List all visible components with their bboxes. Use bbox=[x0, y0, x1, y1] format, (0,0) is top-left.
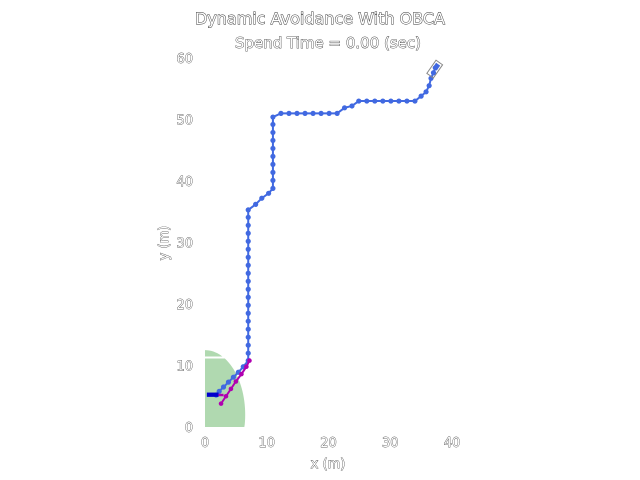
y-axis-ticks: 0 10 20 30 40 50 60 bbox=[176, 52, 193, 437]
path-point bbox=[423, 89, 429, 95]
y-tick-label: 50 bbox=[176, 114, 193, 129]
predicted-point bbox=[228, 386, 234, 392]
path-point bbox=[364, 98, 370, 104]
path-point bbox=[245, 318, 251, 324]
path-point bbox=[245, 246, 251, 252]
path-point bbox=[270, 177, 276, 183]
path-point bbox=[245, 278, 251, 284]
x-tick-label: 20 bbox=[320, 436, 337, 451]
chart-subtitle: Spend Time = 0.00 (sec) bbox=[235, 34, 421, 52]
obstacle-outline bbox=[205, 348, 231, 359]
x-axis-label: x (m) bbox=[311, 457, 346, 472]
path-point bbox=[270, 114, 276, 120]
obstacle-outline bbox=[254, 390, 272, 427]
path-point bbox=[341, 105, 348, 111]
y-tick-label: 20 bbox=[176, 298, 193, 313]
path-point bbox=[270, 145, 276, 152]
y-tick-label: 30 bbox=[176, 237, 193, 252]
predicted-point bbox=[223, 393, 229, 399]
path-point bbox=[245, 214, 251, 220]
path-point bbox=[245, 230, 251, 236]
goal-vehicle-outline bbox=[426, 59, 444, 79]
plot-area: 0 10 20 30 40 0 10 20 30 40 50 60 bbox=[176, 52, 461, 452]
x-tick-label: 30 bbox=[382, 436, 399, 451]
path-point bbox=[245, 310, 251, 316]
path-point bbox=[270, 169, 276, 175]
path-point bbox=[245, 262, 251, 268]
ego-vehicle-heading bbox=[218, 393, 224, 397]
x-tick-label: 0 bbox=[201, 436, 209, 451]
path-point bbox=[266, 190, 272, 196]
path-point bbox=[326, 110, 332, 116]
path-point bbox=[270, 137, 276, 144]
path-point bbox=[270, 185, 276, 191]
x-tick-label: 40 bbox=[444, 436, 461, 451]
path-point bbox=[372, 98, 378, 104]
path-point bbox=[418, 93, 424, 99]
path-point bbox=[230, 374, 237, 380]
predicted-point bbox=[218, 401, 224, 406]
path-point bbox=[270, 161, 276, 167]
path-point bbox=[388, 98, 394, 104]
predicted-point bbox=[244, 364, 249, 370]
predicted-point bbox=[233, 379, 239, 384]
predicted-trajectory bbox=[218, 358, 252, 406]
ego-vehicle bbox=[206, 392, 219, 397]
predicted-point bbox=[239, 371, 244, 377]
y-tick-label: 60 bbox=[176, 52, 193, 67]
path-point bbox=[245, 350, 251, 356]
path-point bbox=[310, 110, 316, 116]
path-point bbox=[430, 70, 437, 76]
path-point bbox=[245, 286, 251, 292]
path-point bbox=[404, 98, 410, 104]
path-point bbox=[245, 342, 251, 348]
path-point bbox=[259, 195, 265, 201]
path-point bbox=[245, 326, 251, 332]
path-point bbox=[245, 207, 251, 213]
y-axis-label: y (m) bbox=[157, 226, 172, 261]
path-point bbox=[245, 294, 251, 300]
path-point bbox=[356, 98, 362, 104]
path-point bbox=[245, 222, 251, 228]
path-point bbox=[245, 254, 251, 260]
path-point bbox=[253, 201, 259, 207]
path-point bbox=[245, 270, 251, 276]
vehicles bbox=[206, 59, 444, 397]
path-point bbox=[245, 238, 251, 244]
path-point bbox=[225, 379, 232, 385]
goal-vehicle bbox=[432, 62, 441, 71]
y-tick-label: 40 bbox=[176, 175, 193, 190]
path-line bbox=[215, 67, 437, 396]
path-point bbox=[245, 302, 251, 308]
path-point bbox=[220, 384, 227, 390]
path-point bbox=[245, 334, 251, 340]
chart-title: Dynamic Avoidance With OBCA bbox=[195, 9, 445, 28]
safety-zone bbox=[205, 348, 272, 427]
path-point bbox=[412, 98, 418, 104]
path-point bbox=[270, 153, 276, 159]
x-axis-ticks: 0 10 20 30 40 bbox=[201, 436, 461, 452]
path-point bbox=[380, 98, 386, 104]
path-point bbox=[302, 110, 308, 116]
path-point bbox=[278, 110, 284, 116]
path-point bbox=[349, 103, 355, 109]
path-point bbox=[426, 83, 432, 89]
path-point bbox=[270, 121, 276, 128]
y-tick-label: 10 bbox=[176, 360, 193, 375]
y-tick-label: 0 bbox=[185, 421, 193, 436]
path-point bbox=[270, 129, 276, 136]
x-tick-label: 10 bbox=[258, 436, 275, 451]
predicted-point bbox=[247, 358, 252, 363]
planned-path bbox=[213, 65, 438, 398]
path-point bbox=[318, 110, 324, 116]
path-point bbox=[286, 110, 292, 116]
path-point bbox=[334, 110, 340, 116]
path-point bbox=[294, 110, 300, 116]
path-point bbox=[396, 98, 402, 104]
